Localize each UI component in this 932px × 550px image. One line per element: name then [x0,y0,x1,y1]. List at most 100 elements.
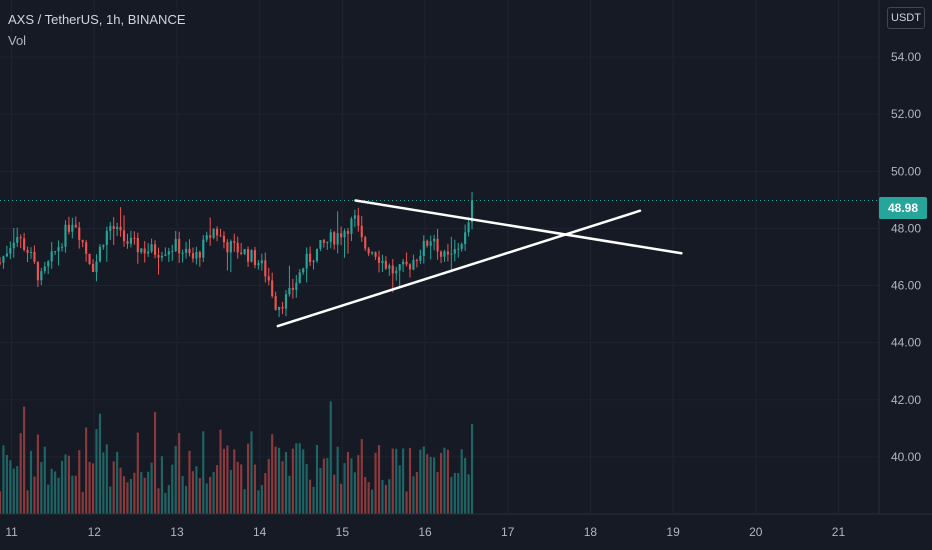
volume-bar [2,445,5,514]
candle-body [281,306,284,309]
candle-body [398,264,401,271]
volume-bar [105,444,108,514]
volume-bar [264,473,267,514]
last-price-label: 48.98 [879,197,927,219]
candle-body [302,268,305,273]
volume-bars [0,401,474,514]
time-tick-label: 17 [501,525,515,539]
candle-body [405,261,408,265]
time-scale[interactable]: 11 12 13 14 15 16 17 18 19 20 21 [5,525,845,539]
candle-body [260,260,263,264]
price-tick-label: 52.00 [891,107,921,121]
candle-body [164,254,167,256]
symbol-title[interactable]: AXS / TetherUS, 1h, BINANCE [8,12,186,27]
candle-body [81,240,84,243]
volume-bar [212,471,215,514]
price-scale[interactable]: 40.00 42.00 44.00 46.00 48.00 50.00 52.00 54.00 [891,50,921,464]
volume-bar [88,461,91,514]
volume-bar [247,443,250,514]
price-tick-label: 40.00 [891,450,921,464]
candle-body [26,249,29,253]
trendline[interactable] [354,199,683,255]
volume-bar [350,458,353,514]
volume-bar [102,452,105,514]
volume-bar [291,448,294,514]
candle-body [233,241,236,243]
candle-body [74,224,77,228]
candle-body [322,240,325,243]
volume-bar [288,475,291,514]
volume-bar [157,488,160,514]
volume-bar [408,447,412,514]
chart-legend: AXS / TetherUS, 1h, BINANCE Vol [8,9,186,51]
candle-body [109,226,112,231]
volume-bar [40,462,43,514]
candle-body [381,260,384,263]
volume-bar [302,449,305,514]
currency-button[interactable]: USDT [887,7,925,29]
candle-body [157,254,160,258]
volume-bar [209,476,212,514]
candle-body [384,260,387,269]
volume-bar [78,450,81,514]
volume-bar [381,480,384,514]
volume-bar [167,485,170,514]
volume-bar [71,475,74,514]
candle-body [178,238,181,254]
volume-bar [219,429,222,514]
candle-body [415,260,418,262]
candle-body [371,252,374,254]
volume-bar [367,482,370,514]
candle-body [422,240,425,256]
volume-bar [57,477,60,514]
volume-bar [439,452,443,514]
candle-body [43,266,46,272]
volume-bar [422,446,425,514]
candle-body [360,225,363,238]
candle-body [64,224,67,247]
volume-bar [446,449,449,514]
volume-bar [412,476,415,514]
volume-bar [267,458,270,514]
trendline[interactable] [276,209,642,328]
candle-body [119,226,122,231]
volume-bar [253,464,257,514]
volume-bar [150,462,153,514]
candle-body [253,250,257,266]
volume-bar [171,464,174,514]
volume-bar [164,492,167,514]
volume-bar [140,472,143,514]
trendlines[interactable] [276,199,683,328]
candle-body [464,232,467,245]
volume-bar [260,485,263,514]
candle-body [60,246,64,248]
volume-bar [29,450,33,514]
candle-body [16,237,19,243]
candle-body [188,248,191,254]
volume-bar [26,490,29,514]
candle-body [408,264,412,270]
candle-body [336,233,339,245]
candle-body [429,241,432,246]
candle-body [205,235,208,240]
candle-body [419,255,422,261]
volume-bar [85,427,88,514]
candle-body [357,215,360,226]
candle-body [340,233,343,238]
candle-body [71,224,74,232]
volume-indicator-label[interactable]: Vol [8,33,27,48]
volume-bar [464,457,467,514]
volume-bar [112,461,115,514]
volume-bar [33,476,36,514]
volume-bar [391,448,394,514]
candle-body [19,237,22,239]
volume-bar [315,445,319,514]
candle-body [364,237,367,249]
volume-bar [309,479,312,514]
volume-bar [23,406,26,514]
volume-bar [374,452,377,514]
volume-bar [402,448,405,514]
candle-body [250,250,253,262]
volume-bar [226,445,229,514]
